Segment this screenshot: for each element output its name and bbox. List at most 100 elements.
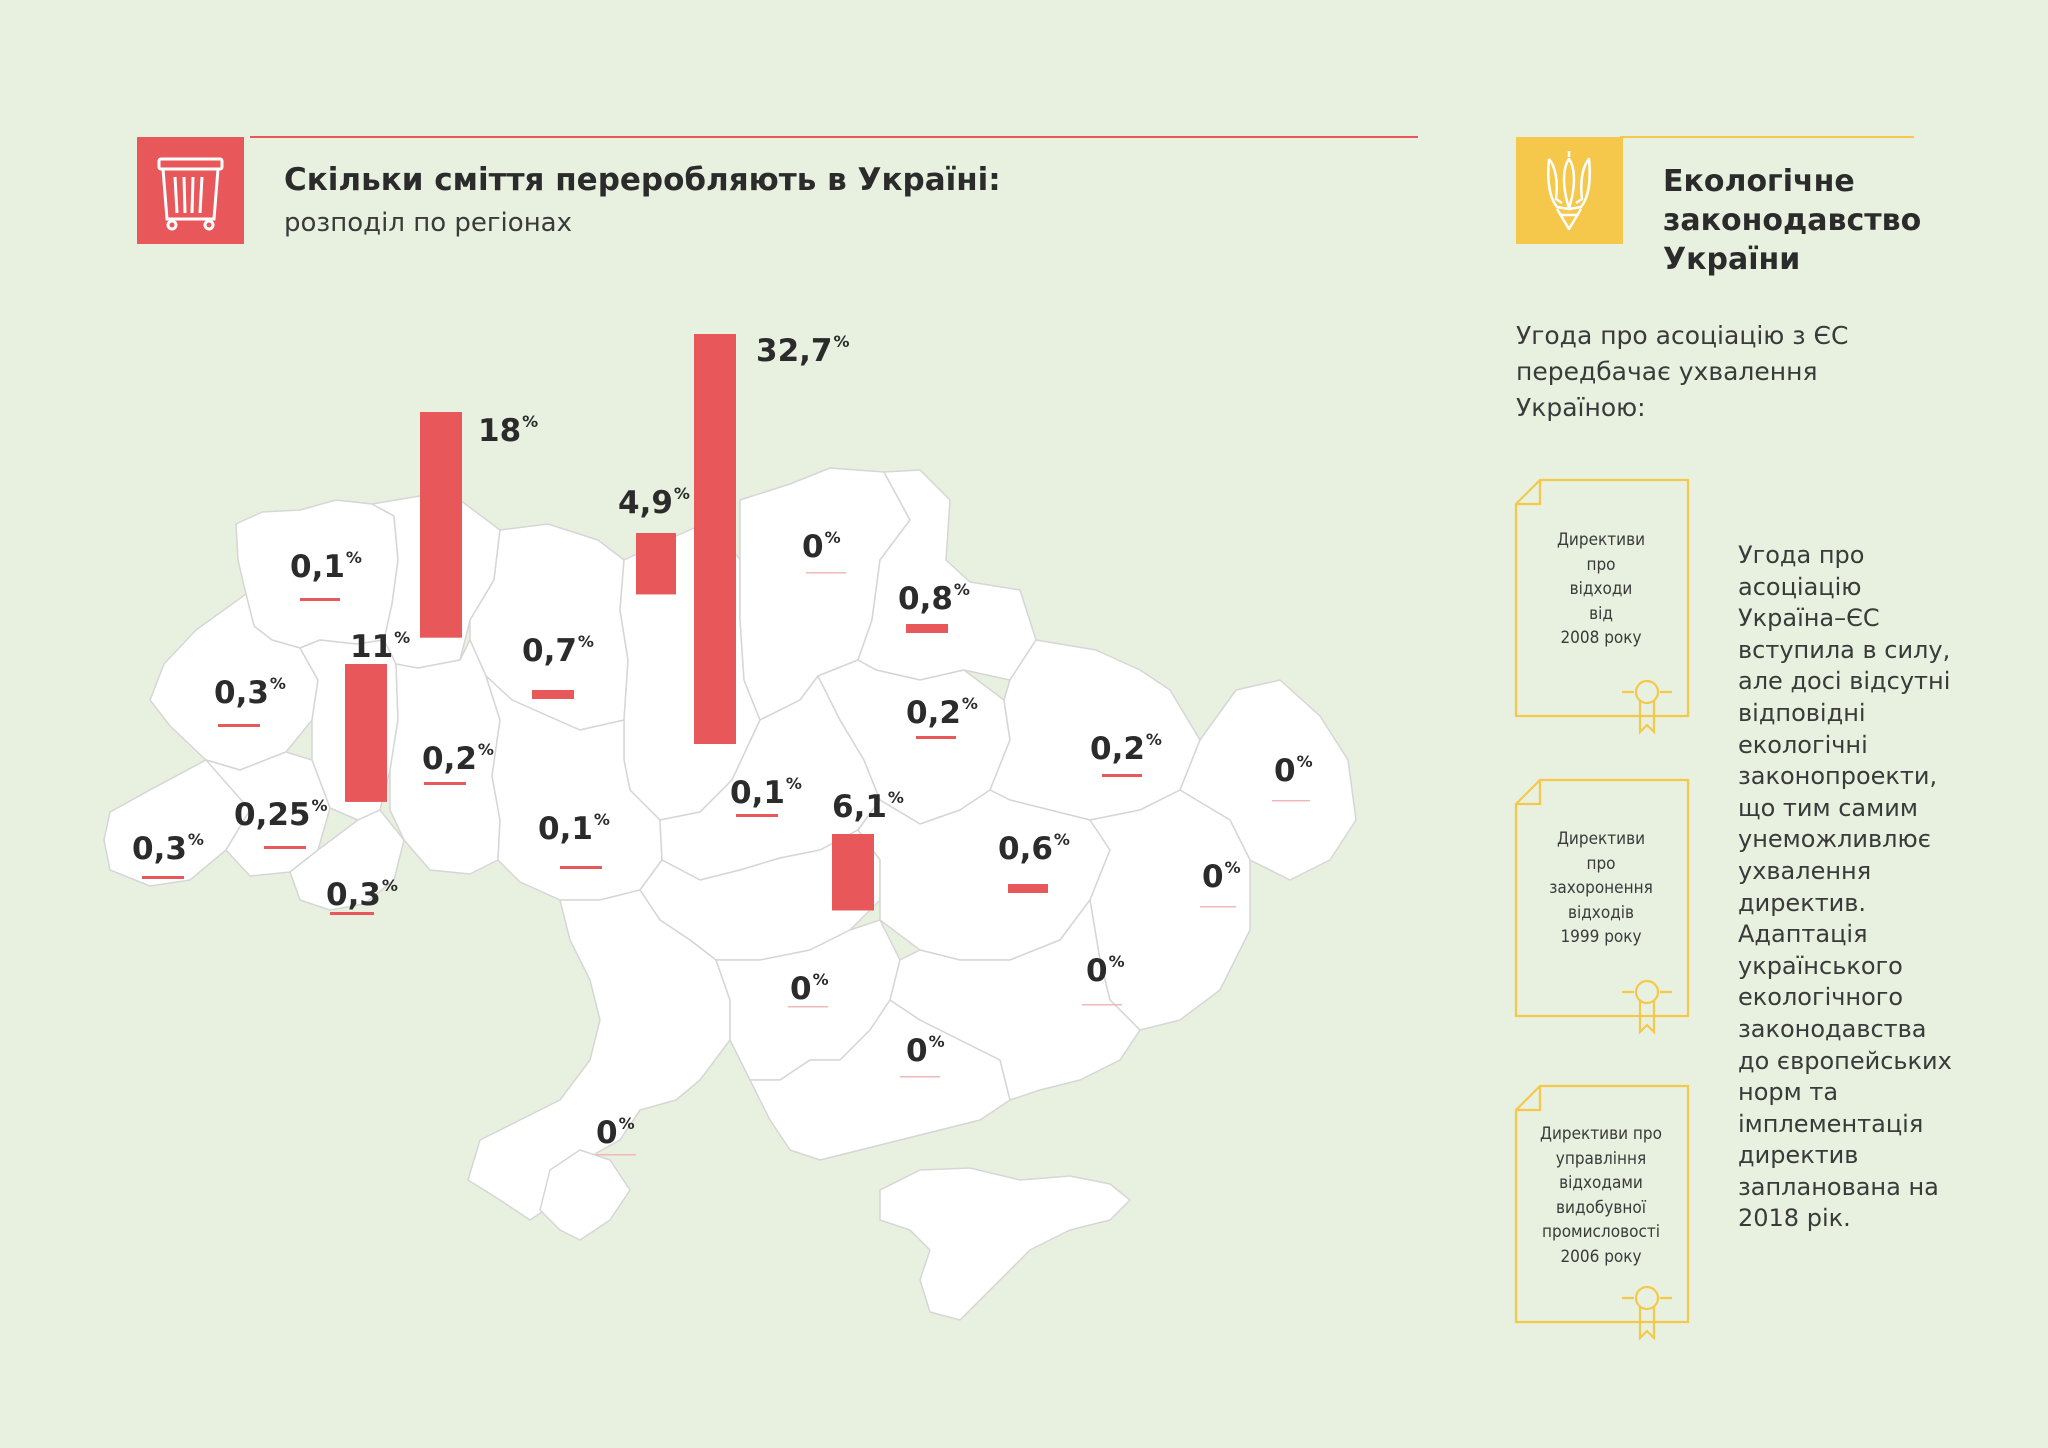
region-chernivtsi (289, 809, 405, 911)
value-number: 0,3 (326, 877, 381, 913)
value-underline (1272, 800, 1310, 802)
region-donetsk (1089, 789, 1251, 1031)
value-unit: % (928, 1032, 945, 1051)
document-text: Директиви про управління відходами видоб… (1521, 1122, 1681, 1269)
sidebar-text-line: до європейських (1738, 1046, 1952, 1075)
sidebar-text-line: екологічного (1738, 983, 1904, 1012)
doc-line: відходів (1567, 902, 1635, 923)
doc-line: відходами (1559, 1173, 1643, 1193)
value-underline (300, 598, 340, 601)
region-zaporizhzhia (889, 899, 1141, 1101)
value-unit: % (1108, 952, 1125, 971)
value-number: 0 (1274, 753, 1296, 789)
value-label: 0,1% (290, 550, 362, 583)
sidebar-text-line: унеможливлює (1738, 825, 1931, 854)
doc-line: управління (1555, 1148, 1647, 1169)
value-bar (636, 533, 676, 595)
value-unit: % (618, 1114, 635, 1133)
doc-line: про (1586, 853, 1616, 874)
sidebar-text-line: ухвалення (1738, 856, 1872, 885)
value-label: 0% (1274, 753, 1313, 789)
value-unit: % (477, 740, 494, 759)
value-underline (264, 846, 306, 849)
value-number: 0 (1202, 859, 1224, 895)
value-label: 4,9% (618, 486, 690, 519)
value-unit: % (269, 674, 286, 693)
sidebar-text: Угода про асоціацію Україна–ЄС вступила в с… (1738, 540, 1978, 1235)
doc-line: про (1586, 554, 1616, 575)
value-unit: % (345, 548, 362, 567)
value-underline (906, 624, 948, 633)
value-number: 18 (478, 413, 522, 449)
value-number: 32,7 (756, 333, 833, 369)
doc-line: 2006 року (1560, 1246, 1642, 1267)
value-unit: % (953, 580, 970, 599)
value-label: 0% (1202, 859, 1241, 895)
sidebar-text-line: Адаптація (1738, 920, 1868, 949)
value-unit: % (961, 694, 978, 713)
value-underline (736, 814, 778, 817)
value-underline (1200, 906, 1236, 908)
value-label: 0,2% (422, 742, 494, 775)
sidebar-text-line: але досі відсутні (1738, 667, 1951, 696)
sidebar-text-line: українського (1738, 951, 1903, 980)
doc-line: 2008 року (1560, 628, 1642, 648)
region-odesa-south (539, 1149, 631, 1241)
sidebar-title-line: Екологічне (1663, 164, 1855, 199)
trash-bin-icon (137, 137, 244, 244)
doc-line: промисловості (1541, 1222, 1661, 1242)
value-unit: % (824, 528, 841, 547)
sidebar-text-line: Україна–ЄС (1738, 604, 1880, 633)
value-bar (832, 834, 874, 911)
value-label: 18% (478, 413, 538, 449)
value-unit: % (812, 970, 829, 989)
value-unit: % (1224, 858, 1241, 877)
value-label: 0,1% (730, 776, 802, 809)
value-unit: % (673, 484, 690, 503)
region-kharkiv (989, 639, 1201, 821)
value-underline (330, 912, 374, 915)
value-unit: % (577, 632, 594, 651)
document-icon (1514, 478, 1690, 735)
doc-line: від (1589, 603, 1613, 624)
document-icon (1514, 1084, 1690, 1341)
intro-line: Україною: (1516, 393, 1646, 422)
value-number: 0,3 (214, 675, 269, 711)
value-number: 0 (596, 1115, 618, 1151)
value-label: 0% (802, 530, 841, 563)
value-label: 0,3% (132, 831, 204, 867)
map-regions (103, 467, 1357, 1321)
sidebar-text-line: імплементація (1738, 1109, 1924, 1138)
value-label: 0% (596, 1115, 635, 1151)
value-number: 0,3 (132, 831, 187, 867)
value-underline (142, 876, 184, 879)
sidebar-title-line: законодавство (1663, 203, 1922, 238)
value-number: 0,6 (998, 831, 1053, 867)
value-unit: % (833, 332, 850, 351)
value-underline (1082, 1004, 1122, 1006)
value-label: 0,25% (234, 797, 328, 833)
sidebar-intro: Угода про асоціацію з ЄС передбачає ухва… (1516, 318, 1876, 426)
sidebar-text-line: асоціацію (1738, 572, 1862, 601)
value-unit: % (1145, 730, 1162, 749)
value-number: 0,25 (234, 797, 311, 833)
value-label: 0% (906, 1034, 945, 1067)
value-underline (788, 1006, 828, 1008)
page-subtitle: розподіл по регіонах (284, 208, 573, 238)
value-unit: % (522, 412, 539, 431)
value-label: 0,3% (326, 877, 398, 913)
document-text: Директиви про захоронення відходів 1999 … (1531, 827, 1671, 950)
value-bar (694, 334, 736, 744)
sidebar-text-line: екологічні (1738, 730, 1868, 759)
value-number: 0,1 (538, 811, 593, 847)
value-label: 0,1% (538, 811, 610, 847)
value-number: 0,2 (1090, 731, 1145, 767)
value-label: 0,3% (214, 675, 286, 711)
value-underline (560, 866, 602, 869)
page-title: Скільки сміття переробляють в Україні: (284, 162, 1001, 198)
region-crimea (879, 1167, 1131, 1321)
value-unit: % (1296, 752, 1313, 771)
sidebar-text-line: що тим самим (1738, 793, 1918, 822)
value-underline (1008, 884, 1048, 893)
sidebar-text-line: законопроекти, (1738, 762, 1938, 791)
